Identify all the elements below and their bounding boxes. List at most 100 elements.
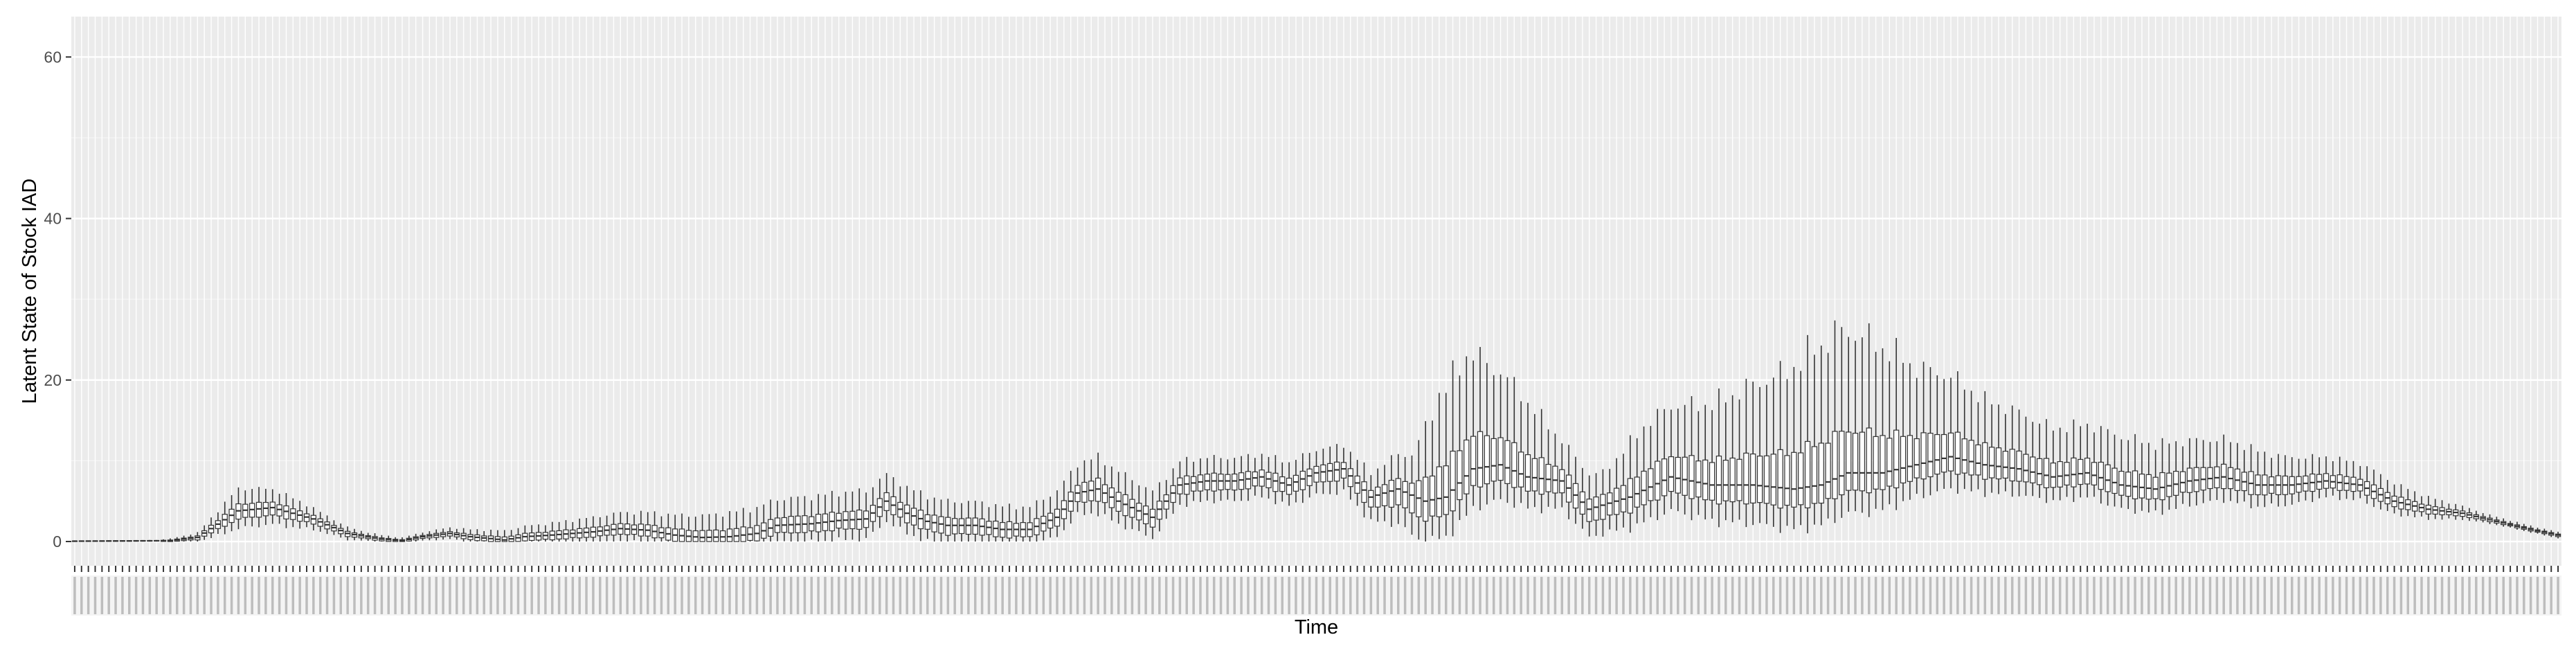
box-iqr xyxy=(2064,462,2070,486)
box xyxy=(904,485,910,535)
box-iqr xyxy=(1729,457,1736,503)
box xyxy=(1477,347,1484,511)
box xyxy=(1299,453,1306,503)
box xyxy=(494,530,501,542)
box-iqr xyxy=(726,528,733,542)
box xyxy=(1504,377,1511,503)
box-iqr xyxy=(1722,459,1729,501)
box xyxy=(365,533,371,542)
box xyxy=(1306,453,1313,498)
box xyxy=(1702,404,1709,520)
box xyxy=(802,496,808,542)
box xyxy=(2084,423,2091,498)
box xyxy=(126,539,132,542)
box xyxy=(638,510,645,542)
box xyxy=(215,512,222,534)
box xyxy=(1607,469,1613,530)
box xyxy=(1954,371,1961,494)
box-iqr xyxy=(2023,454,2029,483)
box xyxy=(1620,454,1627,528)
box xyxy=(255,487,262,528)
box xyxy=(535,524,542,542)
box-iqr xyxy=(1149,508,1156,528)
box xyxy=(1361,462,1367,518)
box xyxy=(1947,377,1954,489)
box-iqr xyxy=(1655,460,1661,501)
box-iqr xyxy=(1641,470,1647,506)
box-iqr xyxy=(2152,476,2159,499)
box xyxy=(160,539,167,542)
box xyxy=(1286,462,1292,506)
box xyxy=(1122,472,1128,530)
box xyxy=(1715,388,1722,528)
box xyxy=(1975,402,1981,490)
box xyxy=(1177,461,1183,505)
box xyxy=(761,504,767,542)
box-iqr xyxy=(1913,438,1920,478)
box-iqr xyxy=(2057,460,2063,487)
box-iqr xyxy=(2145,474,2152,500)
box-iqr xyxy=(1327,463,1333,482)
box xyxy=(1272,455,1279,505)
box xyxy=(1920,361,1927,499)
box xyxy=(1770,377,1776,527)
box xyxy=(399,537,406,542)
box xyxy=(2357,465,2363,499)
box-iqr xyxy=(1846,431,1852,491)
box xyxy=(1893,338,1900,510)
box xyxy=(1709,410,1715,519)
box xyxy=(2221,434,2227,503)
box-iqr xyxy=(1988,447,1995,478)
box-iqr xyxy=(1340,462,1347,478)
box xyxy=(1068,470,1074,524)
box xyxy=(1129,480,1135,530)
box xyxy=(993,504,999,542)
box xyxy=(99,540,105,542)
box xyxy=(1218,458,1224,501)
box xyxy=(1450,360,1456,537)
box xyxy=(2466,508,2473,521)
box xyxy=(692,517,699,542)
box-iqr xyxy=(1811,446,1818,504)
x-axis-title: Time xyxy=(1295,616,1338,638)
box xyxy=(2480,512,2486,523)
box xyxy=(986,507,992,542)
box xyxy=(2227,442,2234,501)
box xyxy=(1115,472,1122,524)
box-iqr xyxy=(1975,444,1981,476)
box xyxy=(658,516,665,542)
box xyxy=(1531,413,1538,508)
box-iqr xyxy=(1804,440,1811,509)
box xyxy=(269,489,276,524)
box xyxy=(706,514,712,542)
box xyxy=(1934,375,1940,492)
box xyxy=(1034,500,1040,542)
box xyxy=(1743,378,1749,528)
box-iqr xyxy=(2043,458,2050,488)
box-iqr xyxy=(1232,473,1238,491)
box xyxy=(2138,442,2145,511)
box xyxy=(952,502,958,542)
box xyxy=(1552,433,1558,509)
box xyxy=(331,520,337,535)
box xyxy=(1988,404,1995,493)
box xyxy=(1204,458,1210,501)
box xyxy=(781,500,787,542)
box xyxy=(1655,409,1661,521)
box xyxy=(2446,503,2452,519)
box xyxy=(1313,451,1319,494)
box xyxy=(1497,374,1504,499)
box-iqr xyxy=(1750,453,1756,503)
box xyxy=(358,530,364,541)
box-iqr xyxy=(1266,472,1272,488)
box xyxy=(1252,458,1258,496)
box xyxy=(1579,467,1585,529)
box xyxy=(2507,521,2514,528)
box-iqr xyxy=(1770,454,1776,506)
box-iqr xyxy=(1306,468,1313,486)
box xyxy=(2262,451,2268,508)
box xyxy=(2057,427,2063,501)
box-iqr xyxy=(1361,481,1367,503)
box-iqr xyxy=(1204,474,1210,490)
box xyxy=(426,531,433,541)
